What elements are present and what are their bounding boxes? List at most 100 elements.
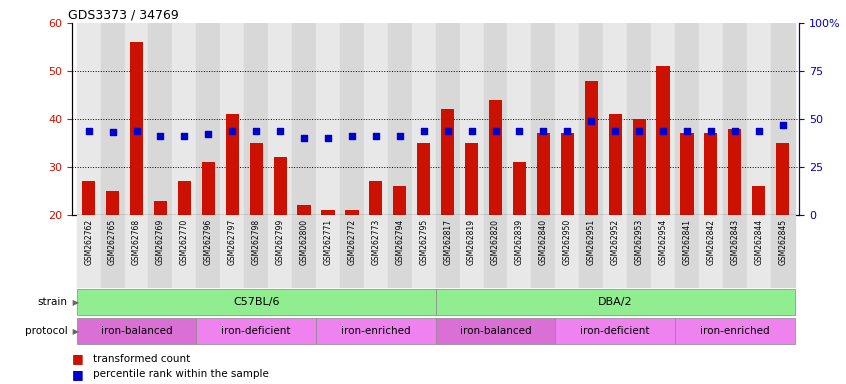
Bar: [387, 23, 412, 215]
Bar: [603, 23, 627, 215]
Bar: [508, 23, 531, 215]
Bar: [680, 133, 694, 215]
Text: GSM262953: GSM262953: [634, 219, 644, 265]
Point: [178, 133, 191, 139]
Bar: [656, 66, 670, 215]
Text: iron-deficient: iron-deficient: [222, 326, 291, 336]
Bar: [393, 186, 406, 215]
Bar: [484, 23, 508, 215]
Bar: [298, 205, 310, 215]
Bar: [436, 318, 555, 344]
Point: [728, 127, 742, 134]
Bar: [345, 210, 359, 215]
Bar: [531, 23, 555, 215]
Point: [513, 127, 526, 134]
Point: [345, 133, 359, 139]
Bar: [728, 129, 741, 215]
Text: ■: ■: [72, 368, 84, 381]
Point: [226, 127, 239, 134]
Point: [417, 127, 431, 134]
Bar: [580, 23, 603, 215]
Bar: [537, 133, 550, 215]
Text: iron-balanced: iron-balanced: [459, 326, 531, 336]
Text: GSM262845: GSM262845: [778, 219, 788, 265]
Point: [776, 122, 789, 128]
Text: GSM262773: GSM262773: [371, 219, 381, 265]
Bar: [699, 215, 722, 288]
Bar: [675, 23, 699, 215]
Bar: [226, 114, 239, 215]
Bar: [555, 318, 675, 344]
Text: GSM262765: GSM262765: [108, 219, 117, 265]
Point: [536, 127, 550, 134]
Text: GSM262770: GSM262770: [180, 219, 189, 265]
Bar: [340, 215, 364, 288]
Text: strain: strain: [38, 297, 68, 308]
Point: [273, 127, 287, 134]
Bar: [412, 215, 436, 288]
Bar: [705, 133, 717, 215]
Point: [154, 133, 168, 139]
Text: GDS3373 / 34769: GDS3373 / 34769: [69, 9, 179, 22]
Text: GSM262797: GSM262797: [228, 219, 237, 265]
Bar: [273, 157, 287, 215]
Point: [561, 127, 574, 134]
Text: ▶: ▶: [70, 327, 80, 336]
Text: GSM262954: GSM262954: [658, 219, 667, 265]
Bar: [149, 215, 173, 288]
Bar: [321, 210, 334, 215]
Bar: [82, 181, 96, 215]
Bar: [244, 215, 268, 288]
Bar: [178, 181, 191, 215]
Bar: [268, 215, 292, 288]
Bar: [489, 100, 503, 215]
Bar: [101, 215, 124, 288]
Bar: [752, 186, 766, 215]
Bar: [250, 143, 263, 215]
Bar: [106, 191, 119, 215]
Bar: [722, 215, 747, 288]
Text: GSM262769: GSM262769: [156, 219, 165, 265]
Bar: [651, 215, 675, 288]
Bar: [154, 200, 167, 215]
Point: [704, 127, 717, 134]
Text: GSM262842: GSM262842: [706, 219, 716, 265]
Bar: [747, 23, 771, 215]
Point: [321, 135, 335, 141]
Bar: [77, 290, 436, 315]
Text: GSM262820: GSM262820: [491, 219, 500, 265]
Text: GSM262798: GSM262798: [252, 219, 261, 265]
Bar: [436, 23, 459, 215]
Text: GSM262950: GSM262950: [563, 219, 572, 265]
Bar: [633, 119, 645, 215]
Point: [106, 129, 119, 136]
Text: transformed count: transformed count: [93, 354, 190, 364]
Bar: [555, 23, 580, 215]
Bar: [196, 23, 220, 215]
Bar: [603, 215, 627, 288]
Point: [250, 127, 263, 134]
Bar: [316, 318, 436, 344]
Bar: [244, 23, 268, 215]
Bar: [292, 23, 316, 215]
Bar: [513, 162, 526, 215]
Bar: [675, 215, 699, 288]
Text: protocol: protocol: [25, 326, 68, 336]
Bar: [173, 23, 196, 215]
Text: GSM262843: GSM262843: [730, 219, 739, 265]
Text: percentile rank within the sample: percentile rank within the sample: [93, 369, 269, 379]
Bar: [722, 23, 747, 215]
Point: [752, 127, 766, 134]
Text: GSM262799: GSM262799: [276, 219, 284, 265]
Text: iron-balanced: iron-balanced: [101, 326, 173, 336]
Bar: [436, 290, 794, 315]
Text: GSM262800: GSM262800: [299, 219, 309, 265]
Text: GSM262817: GSM262817: [443, 219, 452, 265]
Bar: [436, 215, 459, 288]
Bar: [675, 318, 794, 344]
Text: DBA/2: DBA/2: [598, 297, 633, 308]
Bar: [340, 23, 364, 215]
Text: GSM262839: GSM262839: [515, 219, 524, 265]
Bar: [173, 215, 196, 288]
Bar: [484, 215, 508, 288]
